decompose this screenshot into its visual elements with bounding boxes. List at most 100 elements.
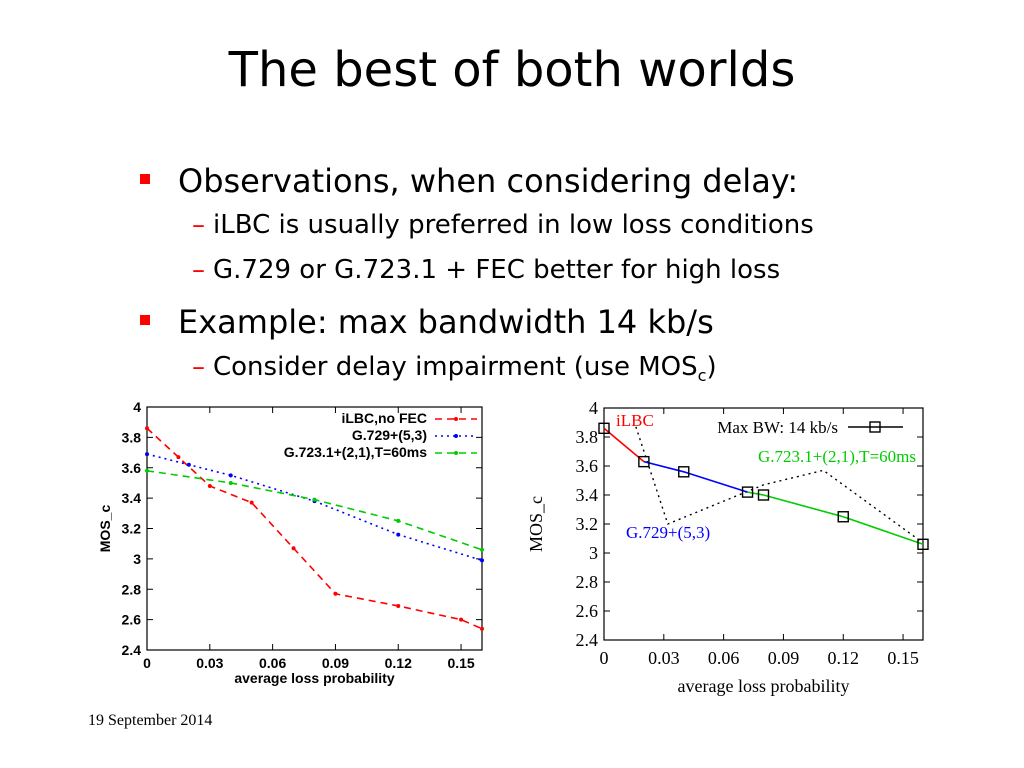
data-point [145, 468, 149, 473]
x-axis-label: average loss probability [234, 670, 394, 686]
x-tick-label: 0.15 [887, 648, 919, 668]
bullet-text: Consider delay impairment (use MOS [213, 352, 698, 382]
y-axis-label: MOS_c [526, 496, 546, 552]
dash-bullet-icon: – [192, 352, 205, 382]
legend-entry-label: iLBC,no FEC [341, 410, 427, 426]
x-tick-label: 0 [143, 655, 151, 671]
data-point [207, 483, 212, 488]
data-point [145, 426, 149, 431]
legend-marker [454, 451, 458, 455]
legend-entry-label: Max BW: 14 kb/s [717, 418, 838, 437]
x-tick-label: 0.03 [196, 655, 223, 671]
x-tick-label: 0.09 [322, 655, 349, 671]
data-point [176, 455, 181, 460]
x-tick-label: 0.12 [385, 655, 412, 671]
square-bullet-icon [140, 174, 150, 184]
data-point [145, 452, 149, 457]
chart-right-svg: 2.4 2.6 2.8 3 3.2 3.4 3.6 3.8 4 0 0.03 0.06 0.09 0.12… [526, 398, 929, 696]
square-marker [678, 466, 690, 478]
data-point [312, 497, 317, 502]
segment-label: G.723.1+(2,1),T=60ms [758, 447, 916, 466]
bullet-g729-fec: – G.729 or G.723.1 + FEC better for high … [192, 255, 780, 285]
legend-marker [454, 417, 458, 421]
data-point [249, 500, 254, 505]
legend-entry-label: G.729+(5,3) [352, 427, 427, 443]
dash-bullet-icon: – [192, 255, 205, 285]
y-axis-label: MOS_c [97, 505, 113, 553]
square-marker [837, 511, 849, 523]
y-tick-label: 3 [133, 551, 141, 567]
data-point [480, 626, 484, 631]
footer-date: 19 September 2014 [88, 712, 213, 729]
series-line [146, 453, 483, 562]
data-point [396, 518, 401, 523]
square-bullet-icon [140, 315, 150, 325]
chart-left-svg: 2.4 2.6 2.8 3 3.2 3.4 3.6 3.8 4 0 0.03 0.06 0.09 0.12… [97, 399, 484, 686]
y-tick-label: 3.4 [576, 485, 599, 505]
data-point [228, 480, 233, 485]
square-marker [917, 538, 929, 551]
y-tick-label: 3.6 [122, 460, 142, 476]
y-tick-label: 4 [589, 398, 598, 418]
dash-bullet-icon: – [192, 210, 205, 240]
data-point [480, 558, 484, 563]
x-axis-label: average loss probability [678, 676, 850, 696]
x-tick-label: 0.09 [768, 648, 800, 668]
data-point [186, 462, 191, 467]
x-tick-label: 0.03 [648, 648, 680, 668]
bullet-text: Example: max bandwidth 14 kb/s [178, 303, 714, 341]
bullet-tail: ) [706, 352, 717, 382]
y-tick-label: 2.6 [576, 601, 599, 621]
chart-mos-loss-codecs: 2.4 2.6 2.8 3 3.2 3.4 3.6 3.8 4 0 0.03 0.06 0.09 0.12… [92, 395, 492, 699]
data-point [291, 546, 296, 551]
y-tick-label: 2.4 [122, 642, 142, 658]
y-tick-label: 3.8 [122, 429, 142, 445]
bullet-example-bandwidth: Example: max bandwidth 14 kb/s [140, 303, 714, 341]
bullet-ilbc-preferred: – iLBC is usually preferred in low loss c… [192, 210, 814, 240]
bullet-text: Observations, when considering delay: [178, 162, 799, 200]
y-tick-label: 3.4 [122, 490, 142, 506]
segment-line [747, 491, 924, 546]
x-tick-label: 0.06 [259, 655, 286, 671]
bullet-observations: Observations, when considering delay: [140, 162, 798, 200]
bullet-text: G.729 or G.723.1 + FEC better for high l… [213, 255, 781, 285]
x-tick-label: 0.12 [828, 648, 860, 668]
y-tick-label: 3.2 [122, 521, 142, 537]
segment-line [603, 427, 645, 463]
chart-mos-loss-maxbw: 2.4 2.6 2.8 3 3.2 3.4 3.6 3.8 4 0 0.03 0.06 0.09 0.12… [518, 395, 938, 704]
y-tick-label: 3.6 [576, 456, 599, 476]
subscript-c: c [697, 366, 707, 386]
data-point [396, 603, 401, 608]
segment-label: iLBC [616, 411, 654, 430]
data-point [459, 617, 464, 622]
square-marker [598, 422, 610, 434]
slide-title: The best of both worlds [228, 42, 796, 98]
x-tick-label: 0 [600, 648, 609, 668]
segment-label: G.729+(5,3) [626, 523, 710, 542]
square-marker [757, 489, 770, 501]
square-marker [741, 486, 754, 498]
data-point [333, 591, 338, 596]
y-tick-label: 2.4 [576, 630, 599, 650]
bullet-delay-impairment: – Consider delay impairment (use MOSc) [192, 352, 717, 385]
y-tick-label: 3 [589, 543, 598, 563]
y-tick-label: 2.8 [576, 572, 599, 592]
y-tick-label: 3.2 [576, 514, 599, 534]
square-marker [638, 455, 650, 468]
legend-marker [869, 421, 881, 433]
y-tick-label: 3.8 [576, 427, 599, 447]
data-point [396, 532, 401, 537]
x-tick-label: 0.15 [447, 655, 474, 671]
y-tick-label: 4 [133, 399, 141, 415]
y-tick-label: 2.6 [122, 612, 142, 628]
series-line [146, 469, 483, 551]
segment-line [643, 460, 748, 493]
data-point [480, 547, 484, 552]
y-tick-label: 2.8 [122, 581, 142, 597]
x-tick-label: 0.06 [708, 648, 740, 668]
dotted-trace-line [635, 426, 924, 544]
legend-entry-label: G.723.1+(2,1),T=60ms [284, 444, 427, 460]
legend-marker [454, 434, 458, 438]
data-point [228, 473, 233, 478]
bullet-text: iLBC is usually preferred in low loss co… [213, 210, 814, 240]
